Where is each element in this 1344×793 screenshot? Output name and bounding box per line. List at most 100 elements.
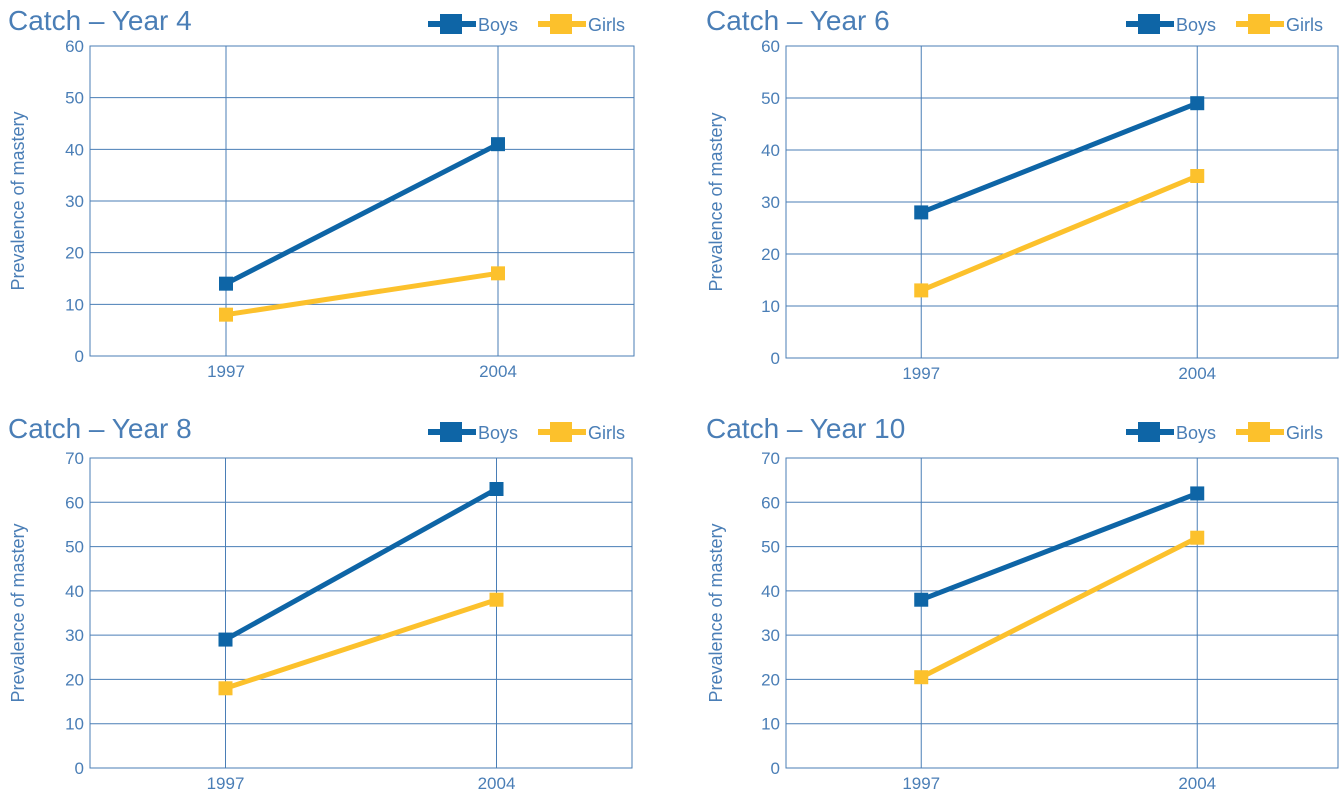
- y-tick-label: 40: [65, 582, 84, 601]
- plot-frame: [785, 457, 1339, 769]
- chart-title: Catch – Year 6: [706, 5, 890, 36]
- legend-marker: [1248, 422, 1270, 442]
- data-point-girls: [491, 266, 505, 281]
- y-tick-label: 30: [65, 192, 84, 211]
- chart-year-8: Catch – Year 8 Boys Girls 0 10 20 30 40 50 60 70 19…: [8, 413, 633, 793]
- y-tick-label: 20: [761, 670, 780, 689]
- x-tick-label: 2004: [1178, 364, 1216, 383]
- data-point-boys: [219, 276, 233, 291]
- series-line-girls: [225, 270, 499, 318]
- legend-item-boys: Boys: [428, 422, 518, 443]
- x-tick-label: 1997: [902, 774, 940, 793]
- x-tick-label: 2004: [1178, 774, 1216, 793]
- data-point-boys: [914, 592, 929, 607]
- series-line-boys: [224, 141, 500, 286]
- data-point-girls: [489, 592, 504, 607]
- y-tick-label: 0: [75, 759, 84, 778]
- data-point-boys: [914, 205, 929, 220]
- y-tick-label: 10: [65, 295, 84, 314]
- y-tick-label: 20: [65, 670, 84, 689]
- data-point-boys: [1190, 486, 1205, 501]
- legend-item-girls: Girls: [538, 422, 625, 443]
- legend-marker: [1138, 422, 1160, 442]
- series-line-boys: [224, 486, 498, 642]
- data-point-girls: [219, 307, 233, 322]
- y-axis-label: Prevalence of mastery: [8, 523, 28, 702]
- y-tick-label: 10: [65, 715, 84, 734]
- data-point-boys: [1190, 96, 1205, 111]
- y-tick-label: 20: [761, 245, 780, 264]
- y-axis-label: Prevalence of mastery: [706, 112, 726, 291]
- legend-label: Boys: [1176, 15, 1216, 35]
- legend-label: Boys: [478, 15, 518, 35]
- legend-item-boys: Boys: [428, 14, 518, 35]
- legend-marker: [550, 422, 572, 442]
- y-tick-label: 40: [761, 141, 780, 160]
- y-tick-label: 70: [761, 449, 780, 468]
- legend-label: Boys: [478, 423, 518, 443]
- data-point-boys: [489, 482, 504, 496]
- y-tick-label: 10: [761, 297, 780, 316]
- chart-panel-year-4: Catch – Year 4 Boys Girls 0 10 20 30 40 50 60 1997…: [0, 0, 650, 385]
- data-point-boys: [491, 137, 505, 152]
- data-point-girls: [1190, 530, 1205, 545]
- chart-title: Catch – Year 4: [8, 5, 192, 36]
- legend-marker: [440, 14, 462, 34]
- legend-marker: [1138, 14, 1160, 34]
- series-line-girls: [920, 173, 1199, 293]
- x-tick-label: 1997: [902, 364, 940, 383]
- legend-label: Girls: [588, 15, 625, 35]
- data-point-girls: [914, 670, 929, 685]
- y-tick-label: 0: [771, 349, 780, 368]
- y-tick-label: 0: [75, 347, 84, 366]
- y-tick-label: 60: [761, 37, 780, 56]
- y-tick-label: 30: [65, 626, 84, 645]
- chart-year-4: Catch – Year 4 Boys Girls 0 10 20 30 40 50 60 1997…: [8, 5, 635, 381]
- y-tick-label: 40: [65, 140, 84, 159]
- data-point-girls: [218, 681, 233, 696]
- y-tick-label: 20: [65, 244, 84, 263]
- y-tick-label: 50: [65, 89, 84, 108]
- legend-item-boys: Boys: [1126, 422, 1216, 443]
- y-tick-label: 50: [65, 538, 84, 557]
- chart-panel-year-6: Catch – Year 6 Boys Girls 0 10 20 30 40 50 60 1997…: [698, 0, 1344, 385]
- y-tick-label: 0: [771, 759, 780, 778]
- series-line-boys: [920, 100, 1199, 215]
- legend-marker: [440, 422, 462, 442]
- series-line-girls: [920, 535, 1199, 680]
- legend-item-girls: Girls: [1236, 422, 1323, 443]
- y-tick-label: 10: [761, 715, 780, 734]
- legend-marker: [1248, 14, 1270, 34]
- legend-label: Boys: [1176, 423, 1216, 443]
- y-tick-label: 60: [65, 493, 84, 512]
- x-tick-label: 1997: [207, 774, 245, 793]
- y-tick-label: 60: [761, 493, 780, 512]
- data-point-girls: [1190, 169, 1205, 183]
- legend-item-girls: Girls: [1236, 14, 1323, 35]
- plot-frame: [89, 457, 633, 769]
- y-tick-label: 50: [761, 89, 780, 108]
- legend-label: Girls: [1286, 423, 1323, 443]
- chart-panel-year-8: Catch – Year 8 Boys Girls 0 10 20 30 40 50 60 70 19…: [0, 408, 650, 793]
- legend-label: Girls: [588, 423, 625, 443]
- chart-year-10: Catch – Year 10 Boys Girls 0 10 20 30 40 50 60 70 1…: [706, 413, 1339, 793]
- chart-title: Catch – Year 8: [8, 413, 192, 444]
- data-point-girls: [914, 283, 929, 298]
- x-tick-label: 2004: [478, 774, 516, 793]
- x-tick-label: 1997: [207, 362, 245, 381]
- y-axis-label: Prevalence of mastery: [706, 523, 726, 702]
- chart-title: Catch – Year 10: [706, 413, 905, 444]
- chart-year-6: Catch – Year 6 Boys Girls 0 10 20 30 40 50 60 1997…: [706, 5, 1339, 383]
- y-axis-label: Prevalence of mastery: [8, 111, 28, 290]
- legend-item-boys: Boys: [1126, 14, 1216, 35]
- legend-item-girls: Girls: [538, 14, 625, 35]
- chart-panel-year-10: Catch – Year 10 Boys Girls 0 10 20 30 40 50 60 70 1…: [698, 408, 1344, 793]
- legend-marker: [550, 14, 572, 34]
- series-line-girls: [224, 597, 498, 691]
- y-tick-label: 60: [65, 37, 84, 56]
- y-tick-label: 50: [761, 538, 780, 557]
- y-tick-label: 70: [65, 449, 84, 468]
- y-tick-label: 40: [761, 582, 780, 601]
- y-tick-label: 30: [761, 626, 780, 645]
- legend-label: Girls: [1286, 15, 1323, 35]
